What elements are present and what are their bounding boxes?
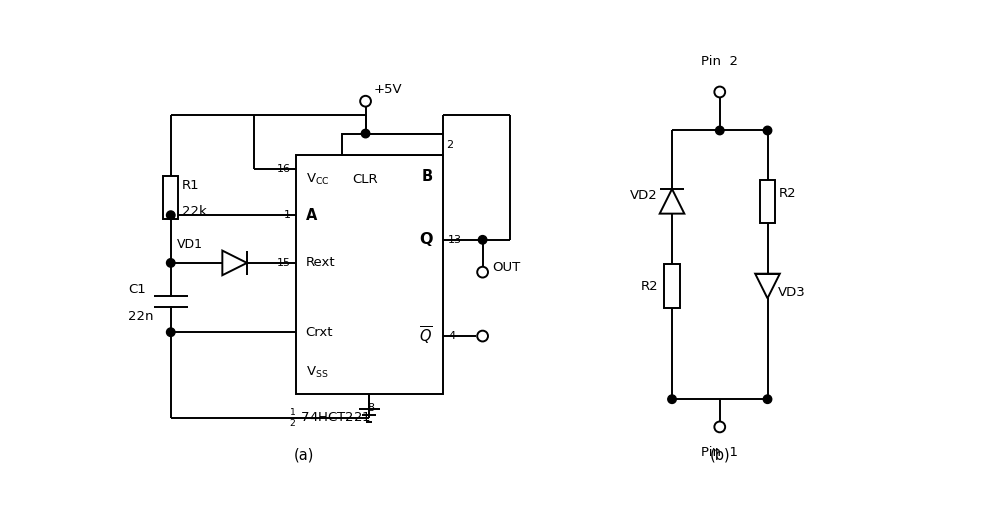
Circle shape [714, 87, 725, 97]
Text: C1: C1 [128, 284, 146, 296]
Text: A: A [305, 208, 316, 223]
Text: V$_\mathregular{CC}$: V$_\mathregular{CC}$ [305, 172, 329, 187]
Text: CLR: CLR [353, 174, 378, 186]
Text: 13: 13 [447, 235, 461, 245]
Circle shape [477, 331, 487, 341]
Circle shape [166, 328, 175, 336]
Text: Q: Q [418, 232, 432, 248]
Text: VD1: VD1 [177, 239, 203, 251]
Circle shape [361, 129, 370, 138]
Bar [342, 133, 442, 155]
Circle shape [714, 422, 725, 432]
Circle shape [762, 126, 771, 135]
Bar [664, 264, 679, 307]
Text: Pin  1: Pin 1 [701, 446, 738, 459]
Circle shape [762, 395, 771, 404]
Text: $\overline{Q}$: $\overline{Q}$ [418, 325, 432, 347]
Circle shape [477, 267, 487, 278]
Text: 15: 15 [276, 258, 290, 268]
Circle shape [667, 395, 676, 404]
Text: $\frac{1}{2}$ 74HCT221: $\frac{1}{2}$ 74HCT221 [288, 407, 370, 430]
Text: Rext: Rext [305, 257, 335, 269]
Bar [163, 176, 178, 219]
Text: VD3: VD3 [777, 286, 805, 299]
Bar [296, 155, 442, 394]
Text: 2: 2 [446, 141, 453, 150]
Text: 16: 16 [276, 164, 290, 174]
Text: (b): (b) [709, 448, 730, 463]
Text: 8: 8 [367, 403, 374, 413]
Text: VD2: VD2 [629, 189, 657, 202]
Text: OUT: OUT [491, 261, 520, 274]
Circle shape [715, 126, 724, 135]
Text: Pin  2: Pin 2 [701, 55, 738, 68]
Text: R2: R2 [777, 187, 795, 200]
Text: 3: 3 [362, 141, 369, 150]
Text: B: B [421, 169, 432, 184]
Text: 1: 1 [283, 210, 290, 220]
Text: R1: R1 [181, 179, 199, 193]
Text: V$_\mathregular{SS}$: V$_\mathregular{SS}$ [305, 364, 328, 380]
Circle shape [478, 235, 486, 244]
Text: R2: R2 [640, 279, 657, 293]
Bar [759, 180, 774, 223]
Circle shape [360, 96, 371, 107]
Text: 4: 4 [447, 331, 454, 341]
Text: +5V: +5V [373, 83, 402, 96]
Text: Crxt: Crxt [305, 326, 333, 339]
Circle shape [166, 211, 175, 220]
Circle shape [166, 259, 175, 267]
Text: 22k: 22k [181, 205, 206, 218]
Text: 22n: 22n [128, 311, 154, 323]
Text: (a): (a) [293, 448, 314, 463]
